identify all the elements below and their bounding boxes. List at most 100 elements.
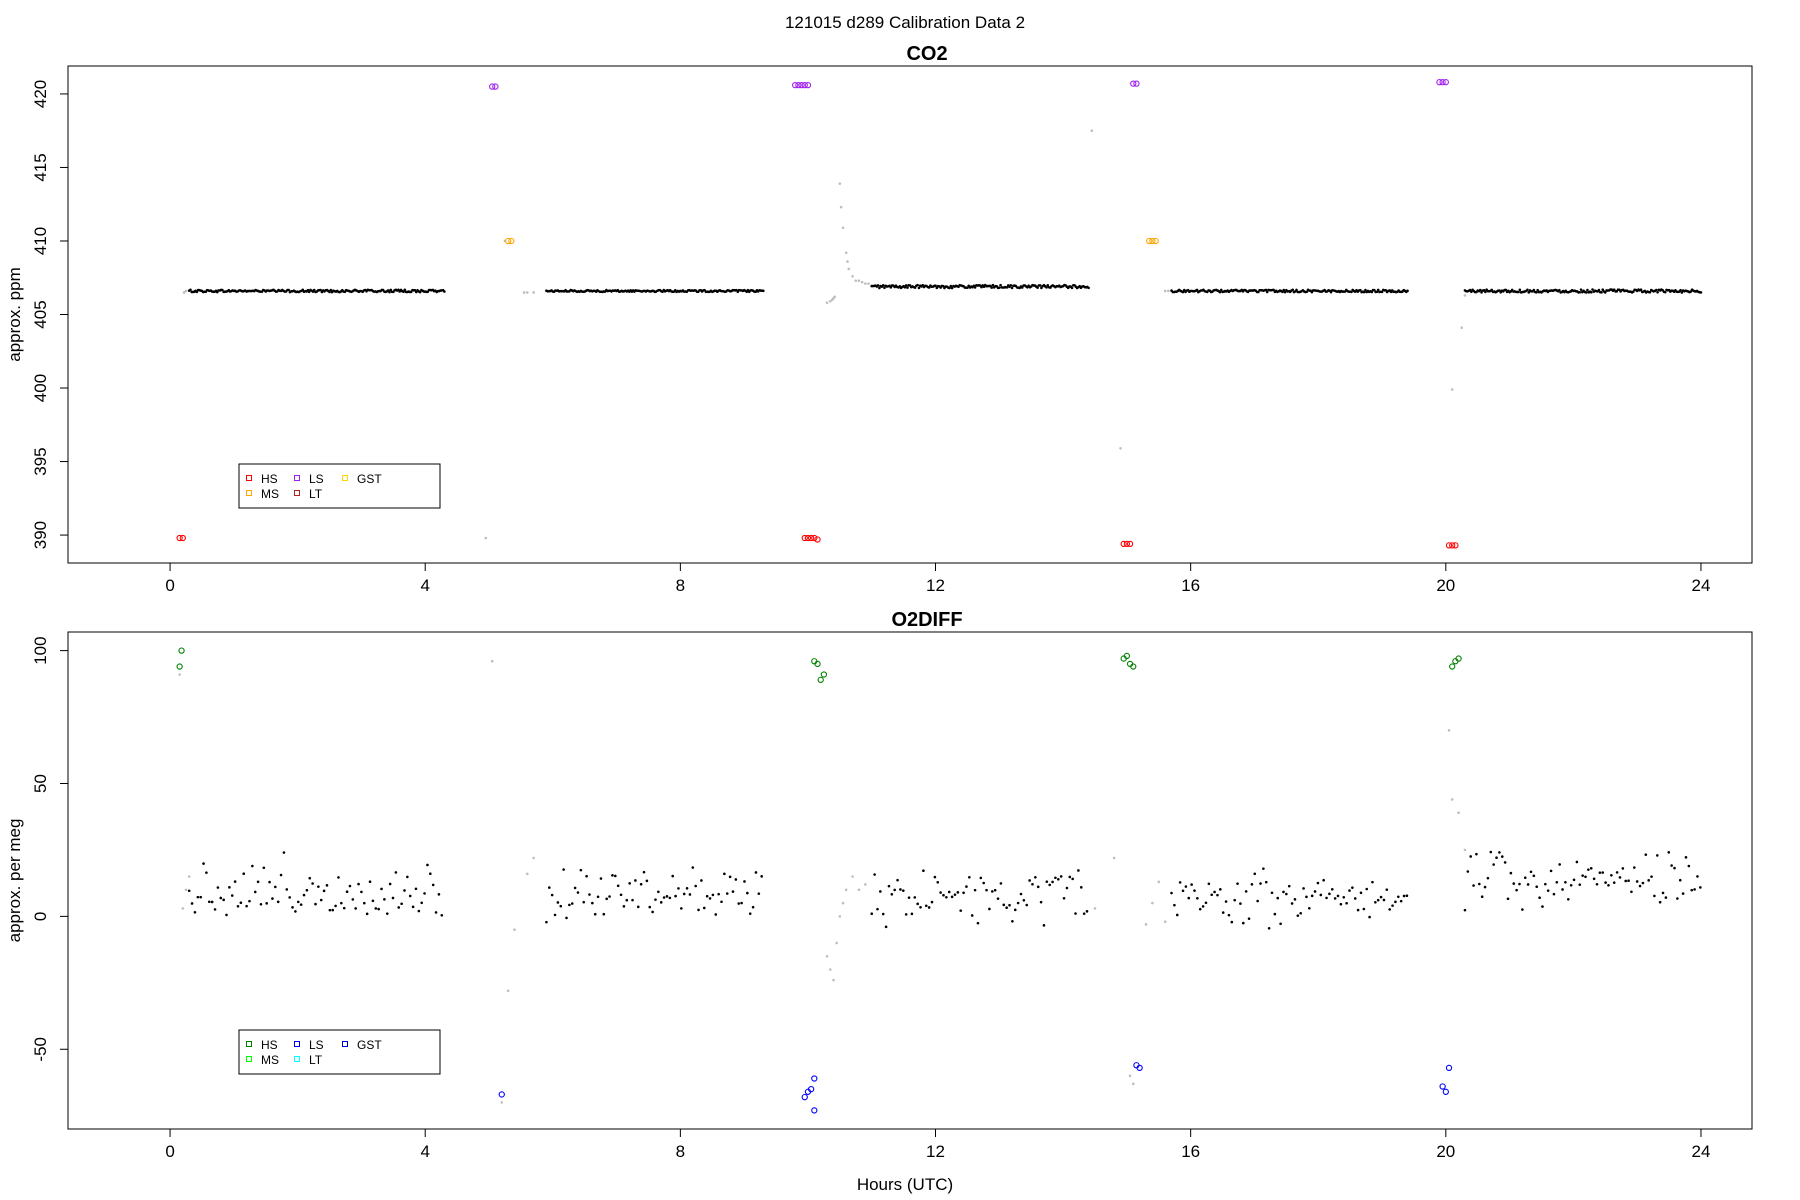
data-point [711, 893, 715, 897]
data-point [248, 899, 251, 903]
data-point [417, 909, 421, 913]
data-point [319, 898, 323, 902]
data-point [1036, 286, 1039, 289]
data-point [576, 891, 580, 894]
data-point [1351, 886, 1354, 889]
data-point [833, 295, 837, 299]
data-point [271, 897, 274, 900]
data-point [1610, 873, 1613, 877]
data-point [680, 907, 683, 910]
data-point [1131, 1082, 1135, 1086]
data-point [196, 895, 200, 899]
data-point [1561, 888, 1564, 891]
data-point [189, 288, 192, 292]
data-point [616, 884, 620, 888]
data-point [1529, 870, 1533, 874]
data-point [388, 882, 392, 886]
data-point [1532, 288, 1536, 292]
data-point [1670, 864, 1673, 867]
data-point [731, 890, 735, 893]
data-point [1452, 542, 1459, 549]
data-point [714, 913, 718, 916]
data-point [420, 901, 424, 905]
data-point [360, 890, 363, 894]
data-point [1042, 924, 1046, 927]
data-point [942, 893, 945, 897]
data-point [966, 286, 969, 289]
data-point [221, 288, 224, 292]
x-tick-label: 24 [1692, 1142, 1711, 1161]
data-point [671, 874, 675, 878]
data-point [828, 299, 832, 303]
data-point [811, 1075, 818, 1082]
data-point [213, 908, 217, 911]
data-point [1466, 870, 1470, 873]
data-point [1040, 286, 1043, 290]
x-tick-label: 0 [165, 1142, 174, 1161]
data-point [1325, 896, 1328, 900]
data-point [362, 901, 366, 905]
data-point [801, 81, 808, 89]
data-point [936, 880, 940, 884]
data-point [222, 898, 225, 902]
data-point [1658, 900, 1662, 904]
data-point [1663, 290, 1667, 294]
data-point [492, 83, 499, 90]
data-point [328, 290, 331, 294]
data-point [1157, 880, 1161, 884]
data-point [532, 291, 535, 294]
data-point [734, 878, 738, 881]
data-point [662, 896, 666, 899]
data-point [282, 851, 286, 854]
data-point [1233, 898, 1236, 902]
data-point [1305, 895, 1308, 899]
data-point [990, 890, 994, 893]
data-point [817, 676, 824, 683]
data-point [1584, 291, 1588, 294]
data-point [1264, 880, 1268, 884]
data-point [443, 290, 446, 293]
data-point [1489, 850, 1493, 854]
data-point [1152, 237, 1159, 245]
chart-title: CO2 [906, 43, 947, 65]
data-point [573, 886, 577, 890]
data-point [743, 880, 746, 883]
data-point [820, 671, 828, 678]
data-point [1230, 920, 1234, 924]
data-point [1371, 880, 1374, 884]
data-point [187, 875, 191, 878]
data-point [287, 288, 291, 292]
data-point [1653, 894, 1656, 898]
data-point [1313, 890, 1317, 893]
data-point [1330, 887, 1334, 891]
data-point [599, 877, 603, 880]
data-point [1264, 288, 1268, 292]
series-ms [504, 237, 1159, 245]
data-point [547, 886, 551, 889]
data-point [1535, 885, 1539, 888]
data-point [1396, 895, 1400, 899]
data-point [1038, 284, 1042, 287]
data-point [259, 902, 263, 906]
data-point [847, 267, 851, 271]
data-point [1339, 902, 1343, 906]
data-point [1253, 872, 1257, 876]
data-point [1526, 288, 1529, 292]
data-point [1146, 237, 1153, 245]
data-point [1136, 1064, 1143, 1072]
data-point [585, 874, 588, 878]
data-point [1175, 913, 1179, 917]
data-point [1604, 881, 1607, 884]
x-tick-label: 16 [1181, 576, 1200, 595]
data-point [979, 876, 983, 880]
data-point [178, 673, 181, 676]
data-point [1597, 288, 1601, 292]
data-point [1013, 908, 1017, 912]
data-point [760, 875, 763, 878]
data-point [717, 892, 720, 896]
data-point [659, 901, 663, 904]
data-point [1283, 290, 1287, 294]
data-point [860, 280, 864, 284]
y-tick-label: 410 [31, 227, 50, 255]
